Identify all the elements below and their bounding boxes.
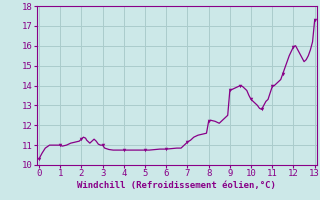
X-axis label: Windchill (Refroidissement éolien,°C): Windchill (Refroidissement éolien,°C) — [77, 181, 276, 190]
